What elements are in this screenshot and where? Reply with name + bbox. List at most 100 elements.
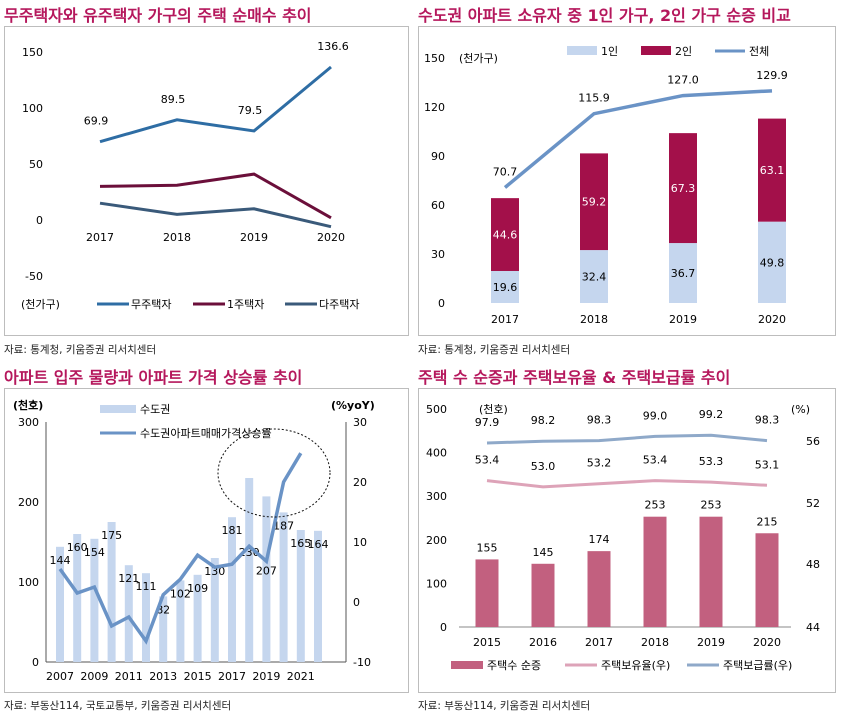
bar-주택수-순증 (531, 563, 555, 627)
y-tick-label-left: 200 (426, 534, 447, 547)
data-label: 187 (273, 519, 294, 532)
data-label: 115.9 (578, 92, 610, 105)
x-tick-label: 2013 (149, 670, 177, 683)
legend-swatch (451, 661, 483, 669)
data-label: 181 (222, 524, 243, 537)
data-label: 67.3 (671, 182, 696, 195)
bar-수도권 (56, 546, 64, 662)
legend-label: 주택보급률(우) (723, 659, 792, 672)
y-tick-label-right: 20 (353, 476, 367, 489)
data-label: 130 (204, 565, 225, 578)
x-tick-label: 2019 (252, 670, 280, 683)
legend-label: 주택보유율(우) (601, 659, 670, 672)
bar-수도권 (279, 512, 288, 662)
y-tick-label: -50 (25, 270, 43, 283)
y-tick-label-left: 100 (426, 577, 447, 590)
legend-swatch (100, 405, 136, 413)
y-tick-label-left: 100 (18, 576, 39, 589)
y-tick-label: 50 (29, 158, 43, 171)
x-tick-label: 2018 (163, 231, 191, 244)
left-unit-label: (천호) (13, 398, 43, 412)
chart-1-svg: -50 0 50 100 150 2017 2018 2019 2020 69.9 89.5 79.5… (21, 40, 359, 311)
data-label: 215 (757, 515, 778, 528)
x-tick-label: 2020 (317, 231, 345, 244)
y-tick-label-left: 200 (18, 496, 39, 509)
y-tick-label-right: 0 (353, 596, 360, 609)
bar-수도권 (314, 530, 322, 662)
data-label: 98.2 (531, 414, 556, 427)
data-label: 53.0 (531, 460, 556, 473)
data-label: 97.9 (475, 416, 500, 429)
highlight-ellipse (217, 428, 331, 518)
chart-panel-3: 0 100 200 300 -10 0 10 20 30 144 160 154 175 121 111 82… (4, 388, 409, 693)
series-line-1주택자 (99, 172, 332, 220)
y-tick-label: 150 (22, 46, 43, 59)
data-label: 155 (477, 541, 498, 554)
data-label: 79.5 (238, 104, 263, 117)
chart-4-svg: 0 100 200 300 400 500 44 48 52 56 155 2015 145 2016 17… (426, 402, 820, 672)
data-label: 53.4 (643, 454, 668, 467)
bar-주택수-순증 (699, 516, 723, 627)
y-tick-label-right: 44 (806, 621, 820, 634)
x-tick-label: 2019 (240, 231, 268, 244)
data-label: 99.2 (699, 408, 724, 421)
legend-swatch (641, 46, 671, 55)
series-line-주택보유율 (486, 479, 768, 489)
left-unit-label: (천호) (479, 402, 508, 416)
chart-title-supply-and-price: 아파트 입주 물량과 아파트 가격 상승률 추이 (4, 368, 303, 387)
data-label: 69.9 (84, 115, 109, 128)
y-tick-label: 100 (22, 102, 43, 115)
bar-2인 (669, 133, 697, 244)
right-unit-label: (%) (791, 403, 810, 416)
data-label: 98.3 (587, 414, 612, 427)
x-tick-label: 2015 (473, 636, 501, 649)
chart-3-svg: 0100200300-10010203014416015417512111182… (13, 398, 375, 683)
data-label: 59.2 (582, 196, 607, 209)
y-tick-label: 90 (431, 150, 445, 163)
source-note-3: 자료: 부동산114, 국토교통부, 키움증권 리서치센터 (4, 700, 232, 712)
y-tick-label: 0 (36, 214, 43, 227)
bar-수도권 (90, 538, 99, 662)
bar-수도권 (296, 530, 305, 662)
x-tick-label: 2009 (80, 670, 108, 683)
data-label: 154 (84, 546, 105, 559)
x-tick-label: 2017 (218, 670, 246, 683)
data-label: 53.3 (699, 455, 724, 468)
chart-panel-1: -50 0 50 100 150 2017 2018 2019 2020 69.9 89.5 79.5… (4, 26, 409, 336)
series-line-무주택자 (99, 65, 332, 144)
legend-swatch (567, 46, 597, 55)
legend-label: 1인 (601, 45, 618, 58)
bar-수도권 (176, 580, 185, 662)
series-line-price-growth (58, 452, 303, 645)
x-tick-label: 2017 (86, 231, 114, 244)
legend-label: 주택수 순증 (487, 659, 541, 672)
x-tick-label: 2021 (287, 670, 315, 683)
legend-label: 무주택자 (131, 298, 171, 311)
x-tick-label: 2019 (669, 313, 697, 326)
data-label: 19.6 (493, 281, 518, 294)
bar-1인 (758, 221, 786, 303)
legend-label: 다주택자 (319, 298, 359, 311)
legend-label: 수도권아파트매매가격상승률 (140, 427, 272, 440)
y-tick-label: 150 (424, 52, 445, 65)
right-unit-label: (%yoY) (331, 399, 375, 412)
x-tick-label: 2018 (641, 636, 669, 649)
data-label: 127.0 (667, 74, 699, 87)
legend-label: 2인 (675, 45, 692, 58)
source-note-2: 자료: 통계청, 키움증권 리서치센터 (418, 344, 571, 356)
data-label: 98.3 (755, 414, 780, 427)
y-tick-label-right: -10 (353, 656, 371, 669)
bar-주택수-순증 (643, 516, 667, 627)
data-label: 129.9 (756, 69, 788, 82)
y-tick-label-right: 56 (806, 435, 820, 448)
bar-수도권 (228, 517, 236, 662)
bar-수도권 (262, 496, 271, 662)
series-line-전체 (503, 89, 773, 189)
data-label: 253 (645, 499, 666, 512)
chart-title-housing-net-purchase: 무주택자와 유주택자 가구의 주택 순매수 추이 (4, 6, 312, 25)
series-line-다주택자 (99, 201, 332, 229)
bar-1인 (491, 270, 519, 303)
chart-panel-4: 0 100 200 300 400 500 44 48 52 56 155 2015 145 2016 17… (418, 388, 836, 693)
data-label: 49.8 (760, 256, 785, 269)
x-tick-label: 2017 (585, 636, 613, 649)
